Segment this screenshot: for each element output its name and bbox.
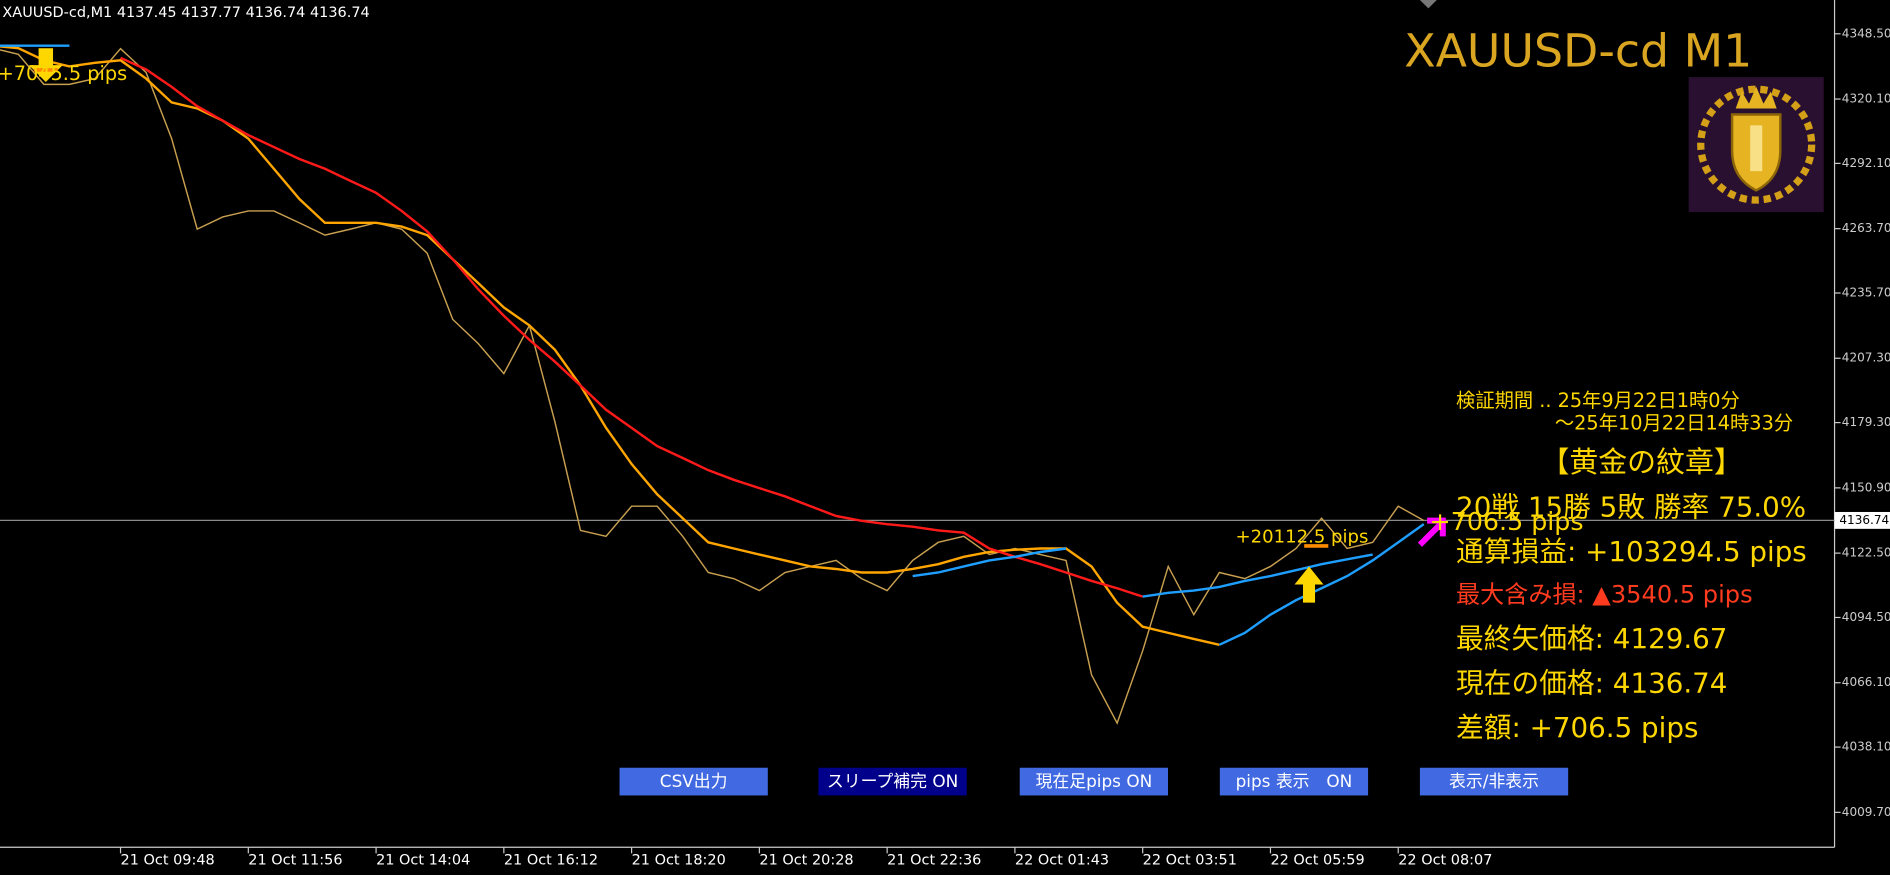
annotation: +20112.5 pips [1235,527,1368,548]
button[interactable]: 現在足pips ON [1019,767,1168,796]
x-tick-label: 21 Oct 22:36 [887,853,981,869]
info-line: 検証期間 .. 25年9月22日1時0分 [1456,389,1740,412]
x-tick-label: 21 Oct 11:56 [248,853,342,869]
current-price-box [1834,511,1890,529]
button[interactable]: CSV出力 [619,767,768,796]
chart-title: XAUUSD-cd M1 [1404,24,1752,78]
moving-average [0,45,1220,646]
y-tick-label: 4179.30 [1842,415,1890,429]
emblem [1688,77,1824,213]
y-tick-label: 4094.50 [1842,610,1890,624]
moving-average [1218,523,1425,646]
annotations: +7045.5 pips +20112.5 pips +706.5 pips [0,62,1584,547]
x-tick-label: 22 Oct 01:43 [1015,853,1109,869]
button-bg [818,767,967,796]
x-tick-label: 21 Oct 14:04 [376,853,470,869]
annotation: +7045.5 pips [0,62,127,85]
x-tick-label: 21 Oct 16:12 [504,853,598,869]
x-tick-label: 22 Oct 03:51 [1143,853,1237,869]
series-group [0,44,1425,725]
y-tick-label: 4150.90 [1842,480,1890,494]
button-bg [1219,767,1369,796]
button[interactable]: スリープ補完 ON [818,767,967,796]
info-line: 20戦 15勝 5敗 勝率 75.0% [1456,491,1806,524]
x-tick-label: 22 Oct 08:07 [1398,853,1492,869]
x-tick-label: 21 Oct 09:48 [121,853,215,869]
info-line: 差額: +706.5 pips [1456,711,1698,744]
info-line: 最大含み損: ▲3540.5 pips [1456,580,1753,608]
button-label: 現在足pips ON [1036,771,1153,791]
info-line: 現在の価格: 4136.74 [1456,667,1727,700]
y-tick-label: 4263.70 [1842,221,1890,235]
y-tick-label: 4235.70 [1842,285,1890,299]
x-tick-label: 21 Oct 20:28 [759,853,853,869]
y-tick-label: 4207.30 [1842,351,1890,365]
x-tick-label: 21 Oct 18:20 [632,853,726,869]
y-tick-label: 4009.70 [1842,805,1890,819]
y-tick-label: 4292.10 [1842,156,1890,170]
current-price-label: 4136.74 [1839,513,1889,527]
button-label: pips 表示 ON [1236,771,1353,791]
y-tick-label: 4320.10 [1842,92,1890,106]
button-bg [619,767,768,796]
price-line [0,47,1425,725]
y-tick-label: 4038.10 [1842,740,1890,754]
moving-average [0,44,1373,598]
x-tick-label: 22 Oct 05:59 [1270,853,1364,869]
scroll-marker [1419,0,1437,9]
y-tick-label: 4122.50 [1842,546,1890,560]
button-label: スリープ補完 ON [827,771,958,791]
info-line: 最終矢価格: 4129.67 [1456,622,1727,655]
button-label: CSV出力 [660,771,728,791]
button-label: 表示/非表示 [1449,771,1539,791]
y-tick-label: 4348.50 [1842,26,1890,40]
button-bg [1419,767,1569,796]
info-line: 【黄金の紋章】 [1540,445,1742,479]
info-line: ～25年10月22日14時33分 [1555,412,1793,435]
y-tick-label: 4066.10 [1842,675,1890,689]
button[interactable]: 表示/非表示 [1419,767,1569,796]
moving-average [120,56,1144,598]
header: XAUUSD-cd,M1 4137.45 4137.77 4136.74 413… [2,5,369,21]
annotation: +706.5 pips [1430,507,1584,536]
button[interactable]: pips 表示 ON [1219,767,1369,796]
button-bg [1019,767,1168,796]
info-line: 通算損益: +103294.5 pips [1456,535,1807,568]
x-label-group: 21 Oct 09:48 21 Oct 11:56 21 Oct 14:04 21 O… [121,853,1493,869]
